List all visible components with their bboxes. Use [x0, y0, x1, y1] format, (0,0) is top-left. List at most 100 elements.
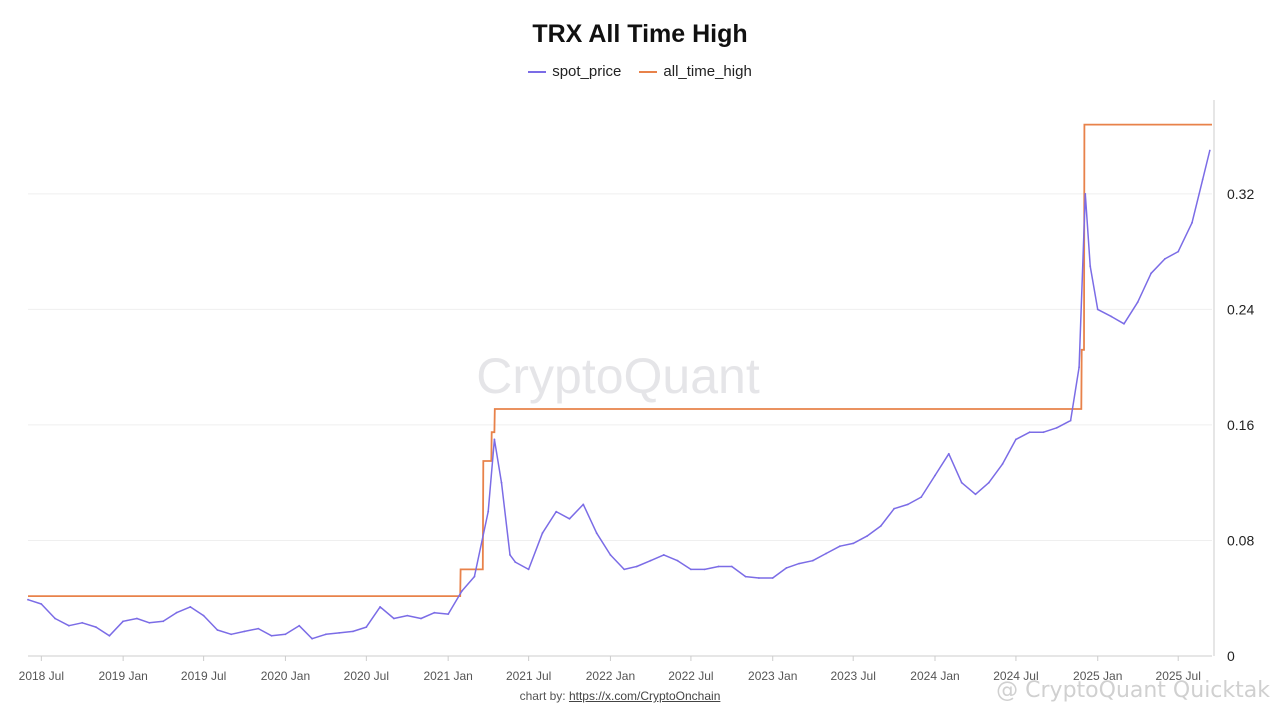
spot-price-point-34 [487, 510, 490, 513]
spot-price-point-81 [1084, 193, 1087, 195]
spot-price-point-24 [352, 630, 354, 633]
spot-price-point-59 [798, 562, 800, 565]
spot-price-point-54 [730, 565, 733, 568]
spot-price-point-18 [270, 634, 273, 637]
x-tick-label-10: 2023 Jul [831, 669, 876, 683]
spot-price-point-9 [148, 621, 151, 624]
spot-price-point-0 [27, 598, 29, 601]
x-tick-label-6: 2021 Jul [506, 669, 551, 683]
spot-price-point-28 [406, 614, 409, 617]
spot-price-point-15 [230, 633, 233, 636]
spot-price-point-77 [1042, 431, 1045, 434]
x-tick-label-7: 2022 Jan [586, 669, 635, 683]
spot-price-point-44 [595, 532, 598, 535]
spot-price-point-67 [907, 503, 909, 506]
spot-price-point-58 [785, 567, 788, 569]
x-tick-label-12: 2024 Jul [993, 669, 1038, 683]
brand-watermark: CryptoQuant [476, 348, 760, 404]
x-tick-label-0: 2018 Jul [19, 669, 64, 683]
spot-price-point-53 [717, 565, 720, 568]
spot-price-point-90 [1191, 221, 1193, 224]
spot-price-point-55 [744, 575, 747, 578]
spot-price-point-78 [1055, 426, 1058, 429]
spot-price-point-57 [771, 577, 774, 579]
x-tick-label-8: 2022 Jul [668, 669, 713, 683]
spot-price-point-27 [393, 617, 395, 620]
spot-price-point-75 [1015, 438, 1017, 441]
spot-price-point-49 [662, 554, 665, 556]
spot-price-point-68 [920, 496, 923, 498]
y-tick-label-2: 0.16 [1227, 417, 1254, 433]
spot-price-point-80 [1078, 366, 1080, 369]
spot-price-point-74 [1001, 463, 1004, 465]
legend-item-spot-price[interactable]: spot_price [528, 63, 621, 80]
spot-price-point-1 [40, 603, 43, 605]
spot-price-point-87 [1150, 272, 1152, 275]
spot-price-point-63 [852, 542, 855, 545]
spot-price-point-82 [1089, 265, 1092, 267]
spot-price-point-56 [758, 577, 760, 579]
spot-price-point-32 [461, 590, 463, 592]
spot-price-point-43 [582, 503, 585, 506]
spot-price-point-8 [136, 617, 138, 620]
spot-price-point-45 [609, 554, 612, 556]
spot-price-point-70 [947, 452, 950, 455]
spot-price-point-19 [284, 633, 287, 636]
legend-item-all-time-high[interactable]: all_time_high [639, 63, 752, 80]
spot-price-point-51 [690, 568, 692, 571]
spot-price-point-13 [202, 614, 205, 617]
spot-price-point-92 [1208, 149, 1211, 152]
spot-price-point-3 [68, 624, 70, 627]
spot-price-point-85 [1123, 322, 1125, 325]
spot-price-point-36 [500, 481, 503, 484]
x-tick-label-14: 2025 Jul [1156, 669, 1201, 683]
spot-price-point-35 [493, 438, 496, 441]
spot-price-point-22 [325, 633, 327, 636]
spot-price-point-83 [1096, 308, 1099, 311]
spot-price-point-79 [1069, 419, 1072, 422]
spot-price-point-69 [934, 474, 936, 477]
spot-price-point-86 [1136, 301, 1139, 304]
spot-price-point-11 [175, 611, 178, 614]
spot-price-point-31 [447, 613, 450, 615]
spot-price-point-88 [1164, 258, 1166, 260]
spot-price-point-71 [960, 481, 963, 484]
spot-price-point-33 [473, 575, 476, 578]
spot-price-point-38 [514, 561, 517, 563]
credit-prefix: chart by: [519, 689, 569, 703]
spot-price-point-47 [635, 565, 638, 568]
spot-price-point-10 [162, 620, 165, 623]
x-tick-label-4: 2020 Jul [344, 669, 389, 683]
spot-price-point-84 [1110, 315, 1113, 318]
spot-price-point-91 [1201, 178, 1204, 181]
spot-price-point-52 [703, 568, 706, 571]
spot-price-point-21 [311, 637, 313, 640]
spot-price-point-12 [189, 606, 192, 608]
spot-price-point-14 [216, 629, 219, 631]
spot-price-point-48 [649, 559, 652, 562]
corner-watermark: @ CryptoQuant Quicktak [996, 678, 1270, 703]
spot-price-point-61 [825, 552, 827, 555]
chart-title: TRX All Time High [532, 20, 748, 48]
spot-price-point-29 [420, 617, 422, 620]
spot-price-point-25 [365, 626, 368, 628]
spot-price-point-39 [527, 568, 530, 571]
x-tick-label-11: 2024 Jan [910, 669, 959, 683]
x-tick-label-13: 2025 Jan [1073, 669, 1122, 683]
credit-link[interactable]: https://x.com/CryptoOnchain [568, 689, 721, 703]
spot-price-point-2 [54, 617, 56, 620]
spot-price-point-89 [1177, 250, 1180, 253]
chart-legend: spot_price all_time_high [0, 63, 1280, 80]
spot-price-point-7 [122, 620, 124, 623]
spot-price-point-41 [555, 510, 558, 513]
y-tick-label-4: 0.32 [1227, 186, 1254, 202]
x-tick-label-5: 2021 Jan [423, 669, 472, 683]
spot-price-point-20 [298, 624, 301, 627]
spot-price-point-16 [243, 630, 246, 633]
spot-price-point-17 [257, 627, 260, 630]
spot-price-point-50 [676, 559, 679, 562]
spot-price-point-4 [81, 621, 84, 624]
spot-price-point-65 [879, 525, 882, 527]
spot-price-point-23 [338, 632, 341, 634]
spot-price-point-64 [866, 535, 868, 537]
